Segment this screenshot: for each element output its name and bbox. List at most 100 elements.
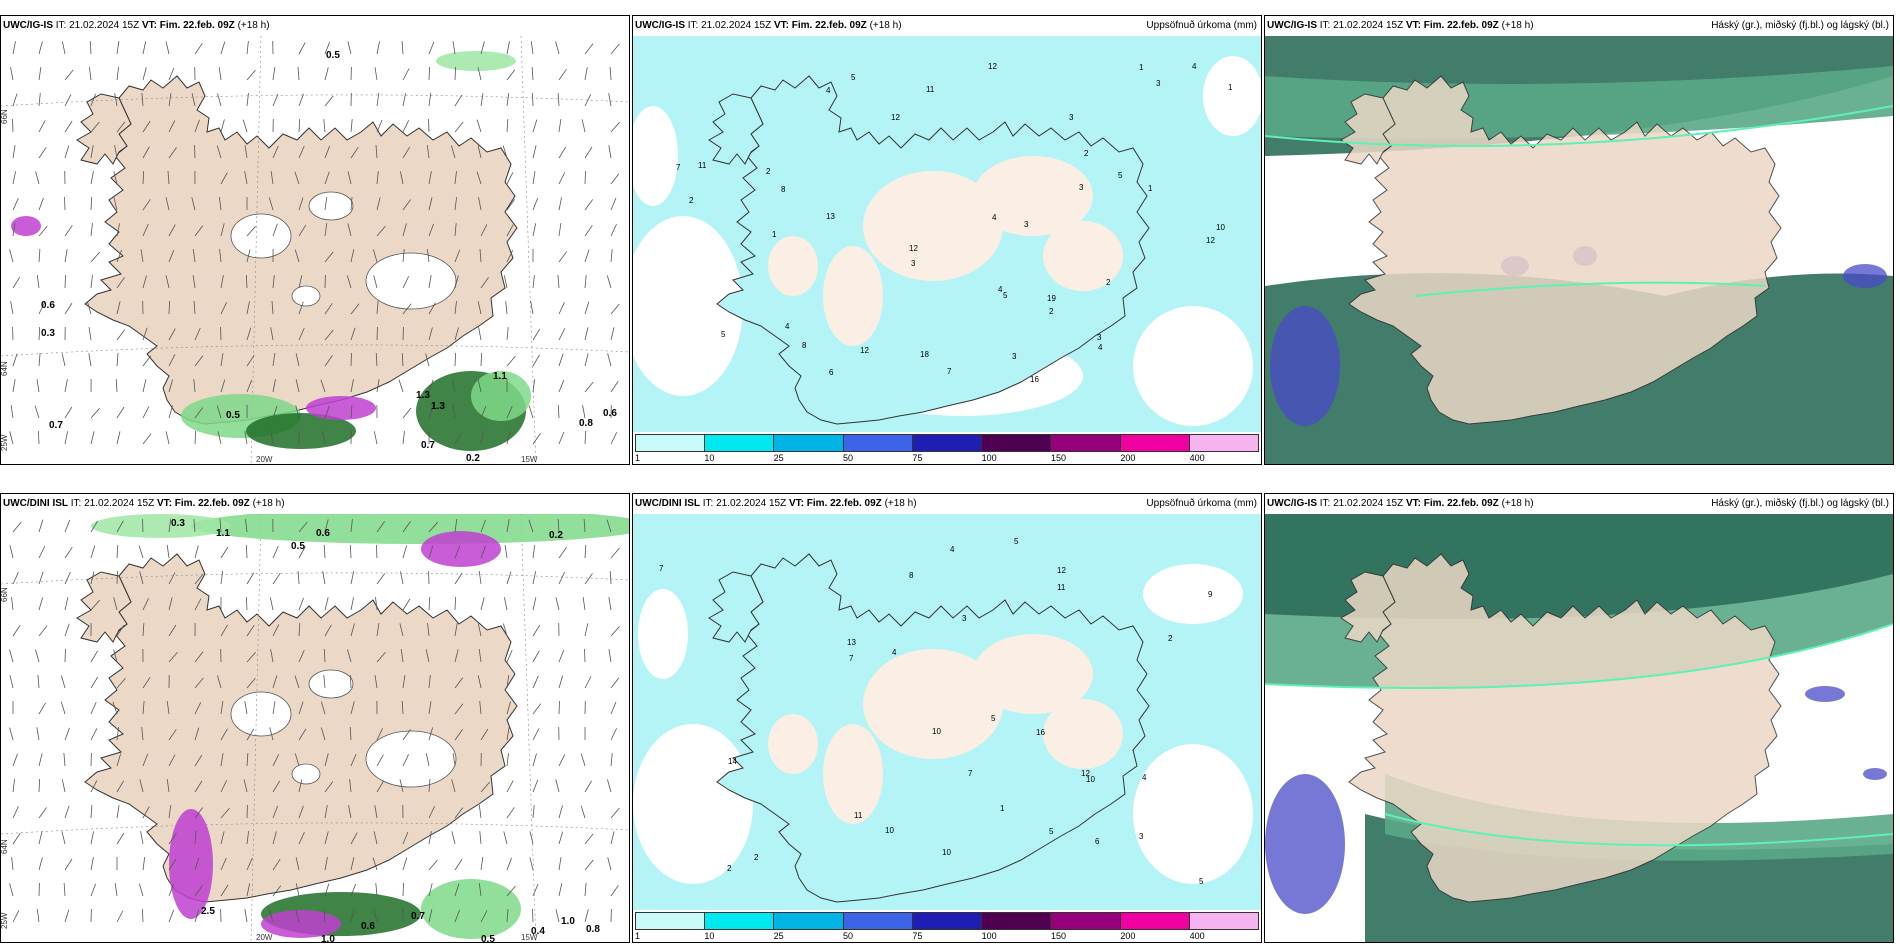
precip-value-label: 6 [829,368,834,377]
wind-barb [272,67,276,81]
wind-value-label: 0.6 [361,921,375,932]
wind-barb [9,727,14,741]
wind-barb [116,301,121,315]
wind-barb [532,624,541,637]
wind-barb [346,275,352,289]
wind-barb [272,701,276,715]
wind-barb [452,405,456,419]
wind-barb [168,754,176,767]
wind-barb [428,302,436,315]
precip-blobs [91,514,629,939]
wind-barb [113,649,118,663]
wind-barb [402,276,410,289]
wind-barb [400,649,404,663]
wind-barb [529,857,534,871]
dry-land-patch [863,171,1003,281]
wind-barb [480,597,485,611]
wind-barb [558,805,563,819]
wind-barb [298,622,301,637]
wind-barb [322,571,326,585]
model-name: UWC/IG-IS [3,20,53,31]
map-area: 0.3 1.1 0.6 0.5 0.2 0.6 2.5 1.0 0.7 0.5 0.4 1.0 0.8 6… [1,514,629,942]
wind-barb [220,780,228,793]
wind-barb [478,197,482,211]
dry-area [638,589,688,679]
wind-barb [480,857,484,871]
wind-barb [294,249,300,263]
wind-barb [220,302,227,315]
wind-barb [584,909,589,923]
wind-barb [502,145,508,159]
precip-value-label: 6 [1095,837,1100,846]
wind-barb [246,883,251,897]
wind-barb [454,121,464,133]
wind-barb [217,93,222,107]
wind-barb [38,248,41,263]
wind-barb [506,355,516,367]
wind-barb [506,885,516,897]
wind-barb [454,858,463,871]
wind-barb [191,93,196,107]
dry-land-patch [973,156,1093,236]
wind-barb [532,883,539,897]
wind-barb [506,250,514,263]
wind-barb [374,805,378,819]
wind-barb [610,885,619,897]
wind-barb [428,909,433,923]
wind-barb [532,197,539,211]
wind-map: 0.3 1.1 0.6 0.5 0.2 0.6 2.5 1.0 0.7 0.5 0.4 1.0 0.8 6… [1,514,629,942]
wind-barb [558,328,566,341]
wind-value-label: 0.2 [549,530,563,541]
graticule [1,36,629,464]
valid-label: VT: [773,20,789,31]
wind-barb [142,41,147,55]
wind-barb [270,431,274,445]
westfjords-landmass [76,571,132,643]
wind-barb [427,623,430,637]
graticule [1,514,629,942]
wind-barb [116,570,118,585]
wind-barb [324,329,334,341]
dry-area [633,106,678,206]
wind-barb [402,729,411,741]
wind-barb [506,908,509,923]
wind-barb [402,857,408,871]
wind-barb [38,831,43,845]
wind-barb [246,41,249,55]
wind-barb [324,805,328,819]
wind-barb [12,832,21,845]
wind-barb [194,780,203,793]
wind-barb [112,701,118,715]
wind-barb [350,753,357,767]
wind-barb [558,251,568,263]
wind-barb [350,146,359,159]
init-label: IT: [1319,498,1331,509]
wind-barb [38,93,41,107]
wind-barb [142,275,147,289]
wind-barb [38,430,40,445]
wind-barb [219,197,222,211]
wind-barb [116,277,125,289]
wind-barb [503,623,508,637]
wind-barb [298,597,305,611]
wind-barb [246,857,253,871]
wind-barb [142,170,145,185]
wind-barb [10,67,14,81]
wind-barb [90,780,98,793]
wind-barb [12,145,16,159]
wind-barb [506,701,511,715]
wind-barb [476,171,482,185]
wind-barb [246,831,249,845]
wind-barb [506,649,513,663]
low-cloud-patch [1805,686,1845,702]
wind-barb [584,43,594,55]
wind-barb [479,248,482,263]
wind-barb [402,68,410,81]
legend-swatch [1051,913,1121,929]
wind-barb [347,41,352,55]
wind-barb [506,118,509,133]
wind-barb [298,327,305,341]
westfjords-landmass [708,571,764,643]
wind-barb [530,301,534,315]
glacier-group [230,191,457,310]
